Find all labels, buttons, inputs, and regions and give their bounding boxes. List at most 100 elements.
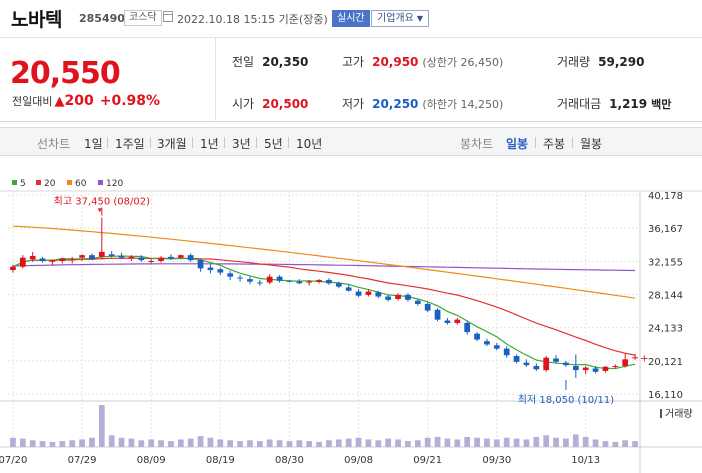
low-cell: 저가 20,250 (하한가 14,250) — [342, 95, 503, 112]
volume-bar — [49, 441, 56, 447]
volume-bar — [316, 441, 322, 447]
legend-label-5: 5 — [20, 179, 26, 189]
high-marker-arrow: ▾ — [98, 206, 102, 215]
candle-body — [316, 279, 322, 282]
candle-body — [572, 365, 579, 371]
candle-body — [523, 362, 530, 366]
candles — [10, 217, 638, 378]
volume-bar — [138, 440, 145, 447]
volume-bar — [464, 436, 471, 447]
candle-body — [365, 291, 372, 295]
volume-bar — [424, 437, 431, 447]
tab-5y[interactable]: 5년 — [264, 137, 283, 151]
legend-label-60: 60 — [75, 179, 87, 189]
volume-bar — [493, 439, 500, 447]
high-annotation: 최고 37,450 (08/02) — [54, 196, 150, 208]
realtime-button[interactable]: 실시간 — [332, 10, 370, 27]
candle-body — [237, 277, 243, 279]
volume-bar — [592, 439, 599, 447]
candle-body — [10, 266, 16, 271]
tab-weekly[interactable]: 주봉 — [543, 137, 566, 151]
line-chart-heading: 선차트 — [37, 137, 71, 151]
tab-3m[interactable]: 3개월 — [157, 137, 187, 151]
volume-bar — [355, 437, 362, 447]
tab-monthly[interactable]: 월봉 — [580, 137, 603, 151]
x-tick-label: 07/29 — [68, 455, 97, 466]
x-tick-label: 08/19 — [206, 455, 235, 466]
volume-bar — [256, 441, 263, 447]
open-label: 시가 — [232, 97, 255, 111]
stock-code: 285490 — [79, 12, 125, 25]
volume-bar — [118, 437, 125, 447]
candle-body — [434, 309, 441, 320]
company-info-label: 기업개요 — [377, 13, 414, 24]
candle-body — [59, 258, 66, 261]
change-label: 전일대비 — [12, 95, 53, 108]
y-tick-label: 28,144 — [648, 291, 683, 302]
volume-bar — [444, 438, 451, 447]
candle-body — [474, 333, 480, 340]
candle-body — [69, 259, 76, 261]
tab-3y[interactable]: 3년 — [232, 137, 251, 151]
volume-bar — [474, 437, 480, 447]
volume-label: 거래량 — [557, 55, 591, 69]
volume-bar — [286, 441, 293, 447]
divider — [224, 137, 225, 148]
tab-1y[interactable]: 1년 — [200, 137, 219, 151]
trade-value-unit: 백만 — [651, 98, 672, 111]
candle-body — [187, 255, 194, 261]
volume-bar — [572, 434, 579, 447]
annotations: ▾최고 37,450 (08/02) 최저 18,050 (10/11) + — [54, 196, 649, 406]
volume-bar — [533, 436, 540, 447]
tab-10y[interactable]: 10년 — [296, 137, 323, 151]
legend-swatch-60 — [67, 180, 72, 185]
candle-body — [582, 367, 589, 371]
candle-body — [217, 269, 224, 273]
volume-bar — [79, 439, 85, 447]
legend-swatch-20 — [36, 180, 41, 185]
volume-bar — [247, 440, 253, 447]
volume-bar — [177, 439, 184, 447]
candle-body — [464, 322, 471, 333]
prev-close-cell: 전일 20,350 — [232, 53, 308, 70]
volume-bar — [414, 440, 421, 447]
change-amount: 200 — [64, 93, 94, 109]
candle-body — [444, 320, 451, 323]
volume-bar — [345, 438, 352, 447]
divider — [572, 137, 573, 148]
x-tick-label: 09/21 — [413, 455, 442, 466]
divider — [215, 38, 216, 122]
y-tick-label: 36,167 — [648, 224, 683, 235]
candle-body — [484, 341, 490, 345]
tab-daily[interactable]: 일봉 — [506, 137, 529, 151]
stock-header: 노바텍 285490 코스닥 2022.10.18 15:15 기준(장중) 실… — [0, 0, 702, 38]
y-tick-label: 24,133 — [648, 324, 683, 335]
tab-1d[interactable]: 1일 — [84, 137, 103, 151]
divider — [288, 137, 289, 148]
candle-body — [622, 359, 629, 366]
volume-bar — [543, 435, 550, 447]
candle-body — [19, 257, 26, 267]
y-tick-label: 32,155 — [648, 257, 683, 268]
prev-close-label: 전일 — [232, 55, 255, 69]
volume-bar — [187, 438, 194, 447]
company-info-dropdown[interactable]: 기업개요 ▼ — [371, 10, 429, 27]
moving-averages — [12, 225, 636, 370]
x-tick-label: 08/09 — [137, 455, 166, 466]
candle-body — [148, 260, 155, 262]
volume-bars — [10, 405, 638, 447]
high-cell: 고가 20,950 (상한가 26,450) — [342, 53, 503, 70]
high-value: 20,950 — [372, 55, 419, 69]
candle-body — [108, 254, 115, 257]
quote-panel: 20,550 전일대비 ▲200 +0.98% 전일 20,350 고가 20,950(… — [0, 38, 702, 122]
candle-body — [612, 365, 619, 367]
trade-value-label: 거래대금 — [557, 97, 602, 111]
tab-1w[interactable]: 1주일 — [115, 137, 145, 151]
candle-body — [128, 256, 135, 259]
candle-chart-heading: 봉차트 — [460, 137, 494, 151]
daily-candle-chart[interactable]: 5 20 60 120 ▾최고 37,450 (08/02) 최저 18,050 (10… — [0, 173, 702, 473]
legend-label-120: 120 — [106, 179, 123, 189]
candle-body — [247, 279, 253, 282]
y-tick-label: 20,121 — [648, 357, 683, 368]
candle-body — [296, 281, 303, 284]
